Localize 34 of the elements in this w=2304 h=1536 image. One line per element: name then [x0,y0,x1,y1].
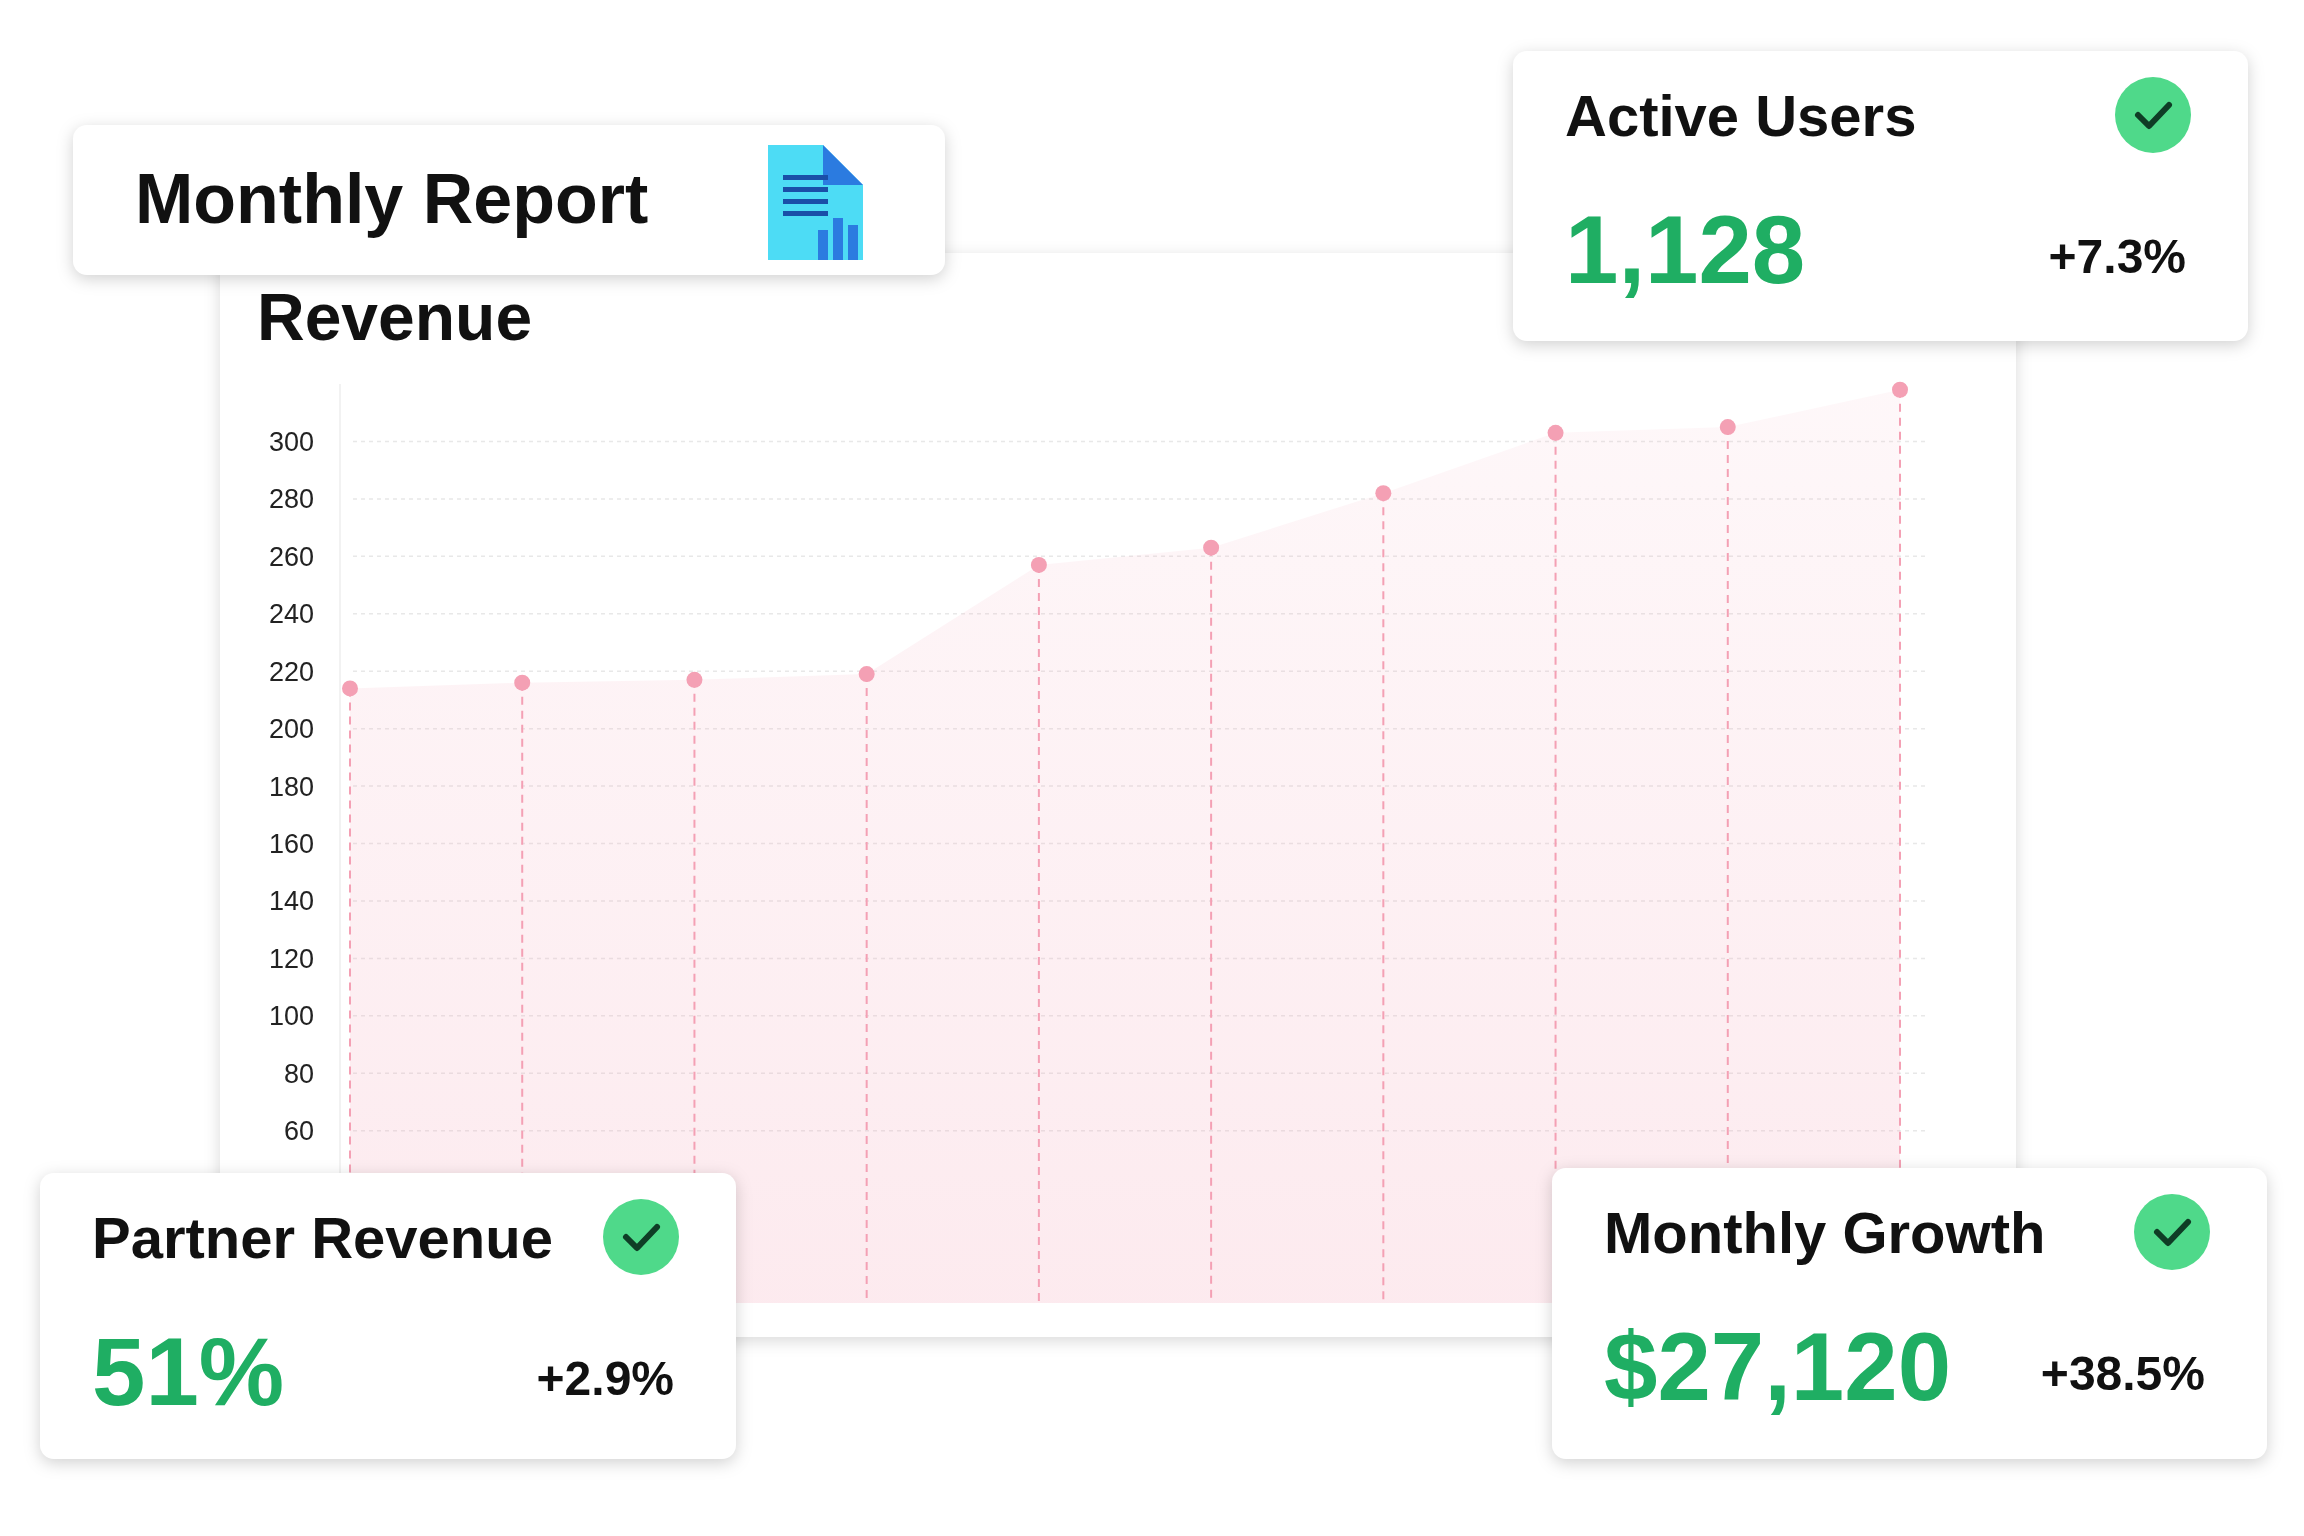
y-tick-label: 240 [268,599,314,630]
y-tick-label: 80 [283,1058,314,1089]
text: +38.5% [2040,1347,2205,1400]
y-tick-label: 260 [268,541,314,572]
point [514,674,531,691]
text: 51% [92,1318,285,1425]
y-tick-label: 180 [268,771,314,802]
point [686,671,703,688]
point [1030,556,1047,573]
chart-title: Revenue [257,280,533,354]
point [1203,539,1220,556]
point [342,680,358,697]
y-tick-label: 60 [283,1116,314,1147]
text: Monthly Report [135,160,649,238]
text: Partner Revenue [92,1205,553,1270]
text: Monthly Growth [1604,1200,2046,1265]
point [1719,419,1736,436]
point [1547,424,1564,441]
point [1892,381,1908,398]
y-tick-label: 220 [268,656,314,687]
y-tick-label: 300 [268,426,314,457]
text: Active Users [1565,83,1917,148]
point [858,666,875,683]
y-tick-label: 200 [268,714,314,745]
y-tick-label: 160 [268,828,314,859]
point [1375,485,1392,502]
y-tick-label: 120 [268,943,314,974]
text: +7.3% [2048,230,2186,283]
text: $27,120 [1604,1313,1952,1420]
y-tick-label: 280 [268,484,314,515]
text: 1,128 [1565,196,1806,303]
text: +2.9% [536,1352,674,1405]
y-tick-label: 140 [268,886,314,917]
y-tick-label: 100 [268,1001,314,1032]
